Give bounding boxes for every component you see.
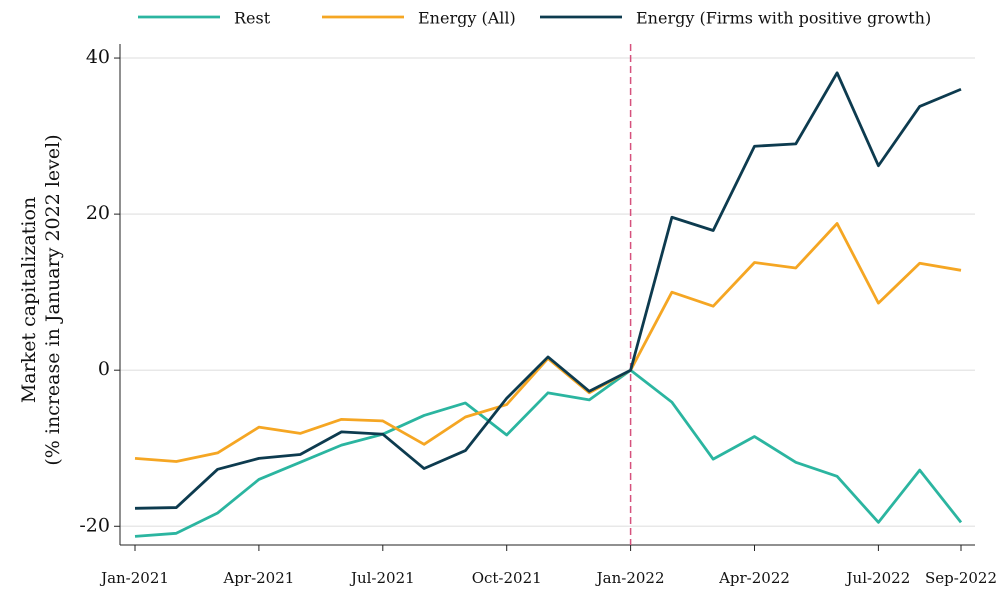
- x-tick-label: Jul-2022: [845, 569, 911, 587]
- x-tick-label: Sep-2022: [925, 569, 997, 587]
- legend-label: Energy (Firms with positive growth): [636, 9, 931, 28]
- series-line: [134, 71, 962, 510]
- x-tick-label: Jan-2021: [99, 569, 169, 587]
- x-tick-label: Oct-2021: [472, 569, 542, 587]
- y-tick-label: 40: [86, 46, 110, 68]
- x-tick-label: Jan-2022: [595, 569, 665, 587]
- x-tick-label: Apr-2021: [222, 569, 294, 587]
- y-tick-label: 0: [98, 358, 110, 380]
- y-tick-label: -20: [79, 514, 110, 536]
- series-line: [134, 222, 962, 463]
- y-axis-label: (% increase in January 2022 level): [42, 134, 64, 465]
- x-tick-label: Jul-2021: [349, 569, 415, 587]
- legend-label: Rest: [234, 9, 271, 28]
- y-tick-label: 20: [86, 202, 110, 224]
- x-tick-label: Apr-2022: [718, 569, 790, 587]
- series-line: [134, 368, 963, 538]
- legend-label: Energy (All): [418, 9, 516, 28]
- y-axis-label: Market capitalization: [18, 197, 40, 403]
